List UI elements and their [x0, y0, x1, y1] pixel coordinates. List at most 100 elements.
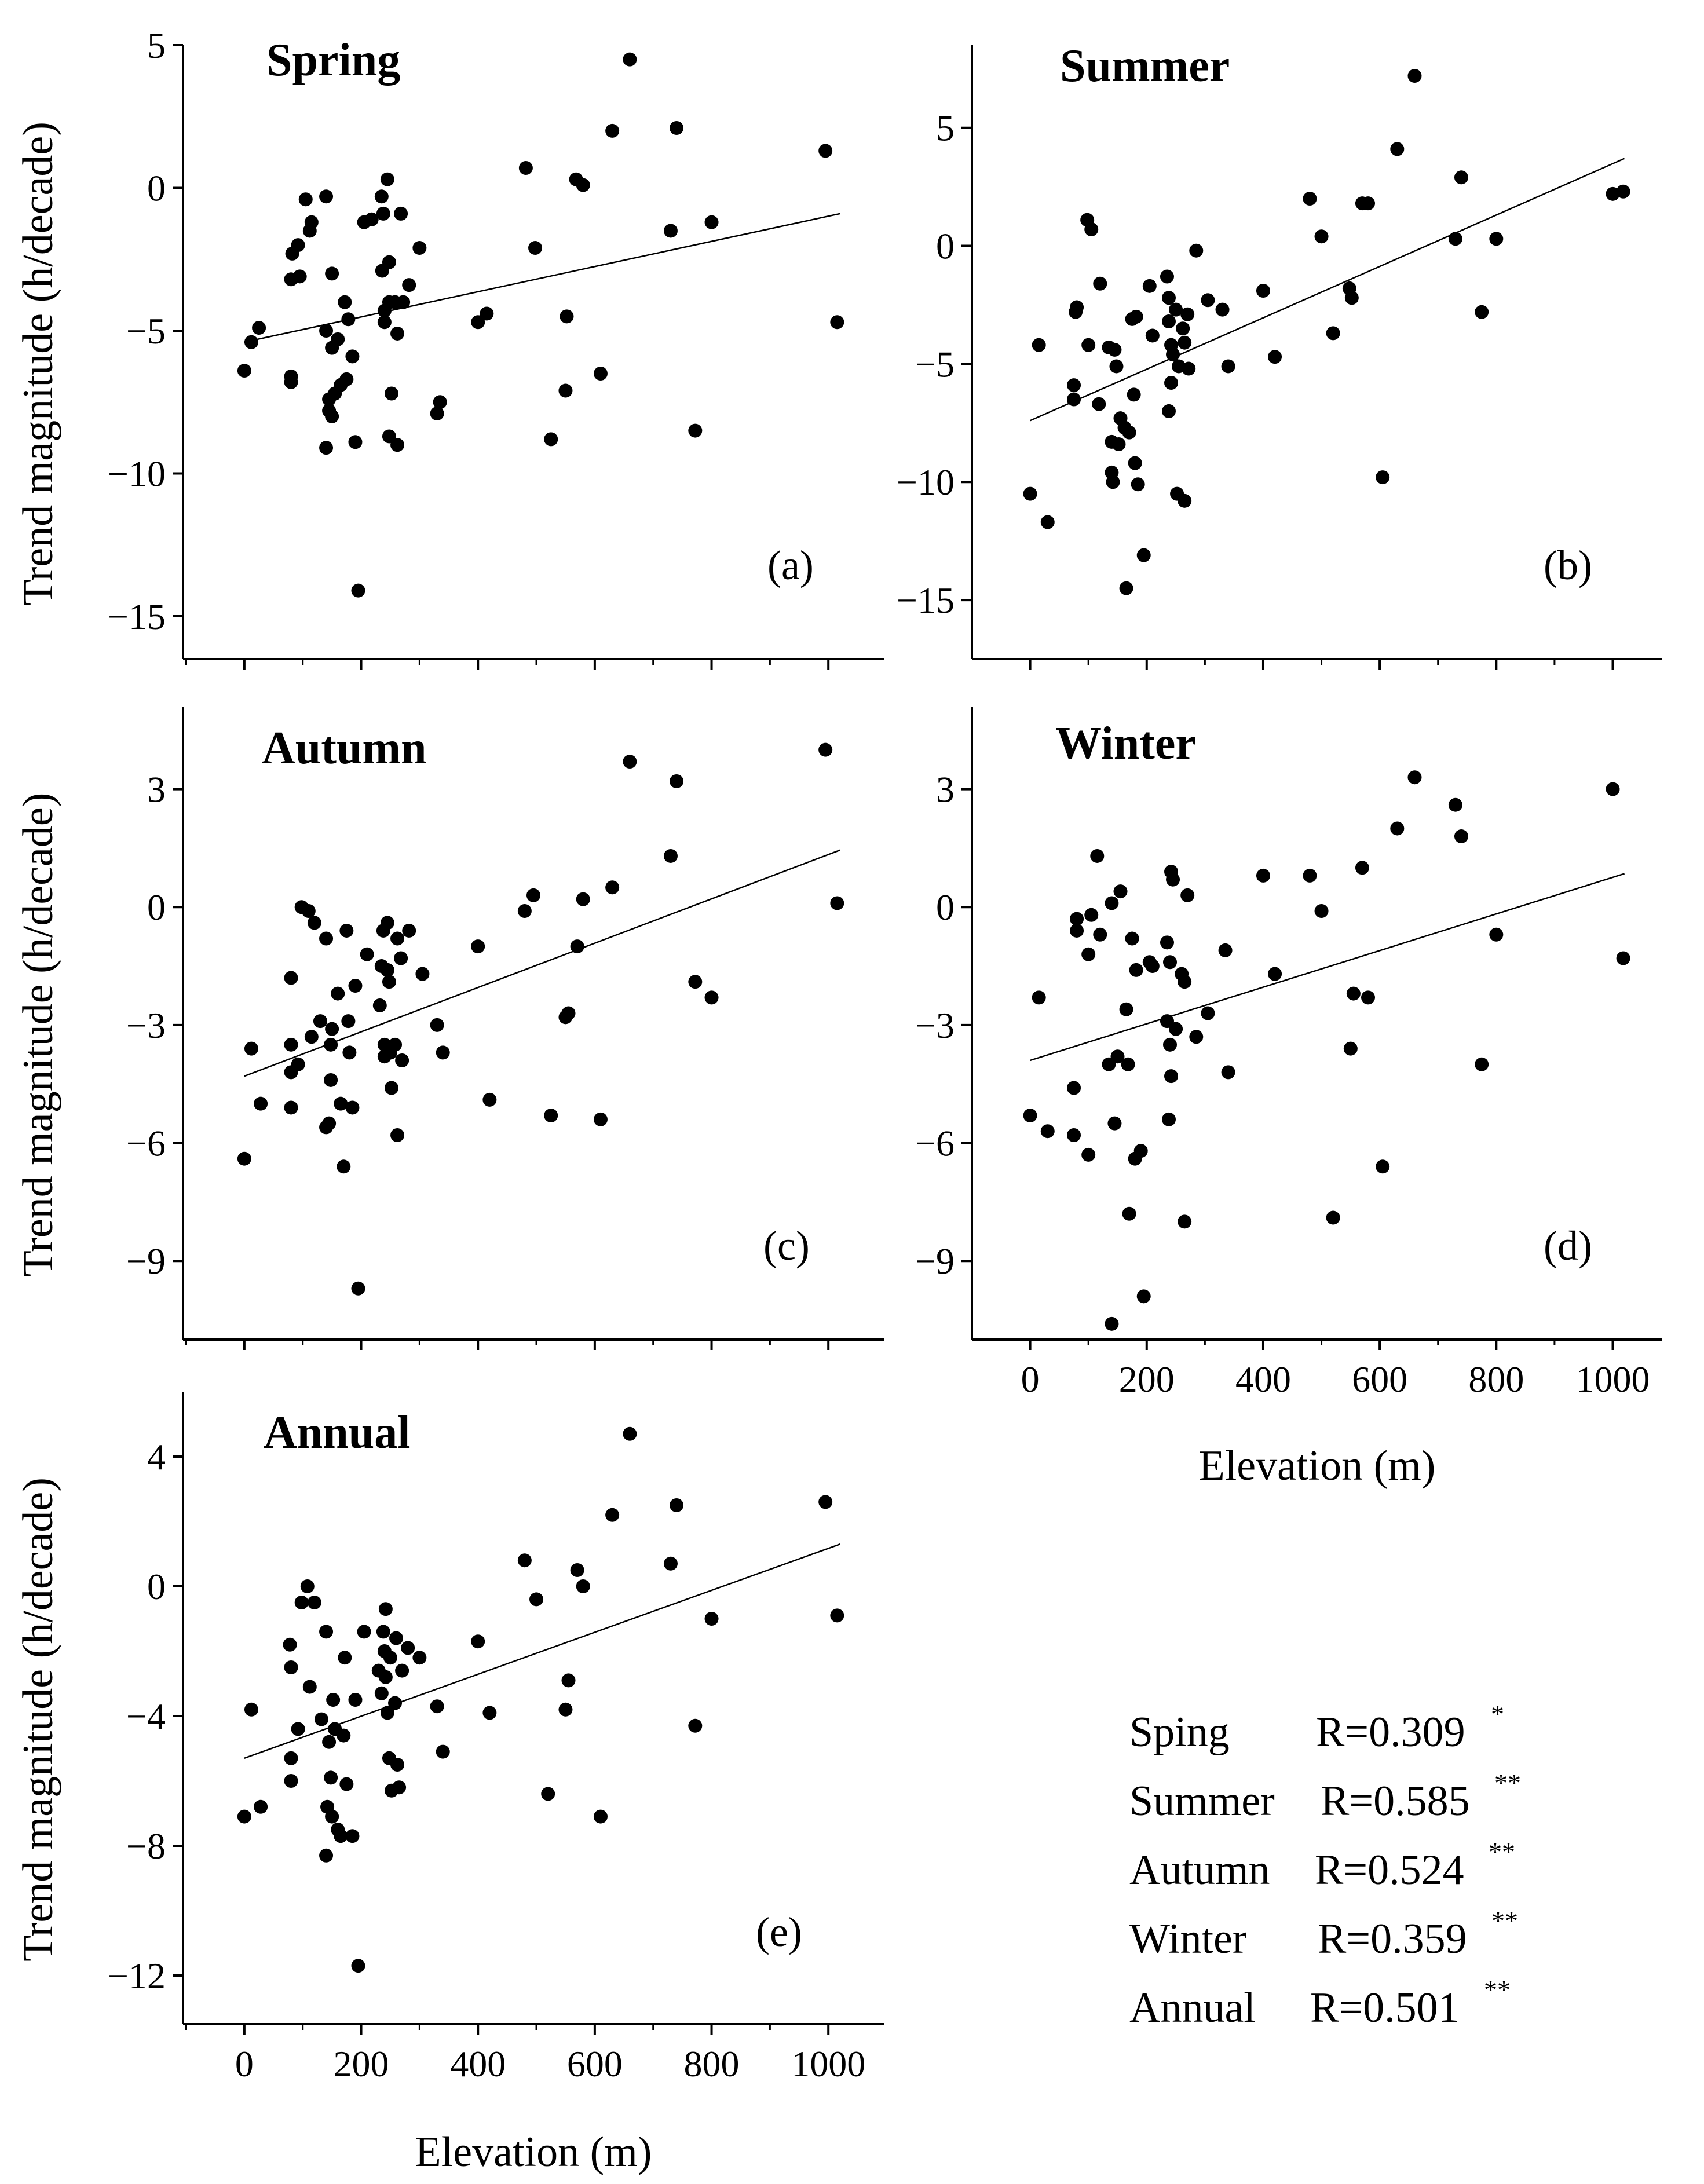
data-point [1070, 300, 1084, 314]
legend-season-annual: Annual [1129, 1984, 1256, 2032]
data-point [237, 1151, 251, 1166]
data-point [1161, 404, 1176, 418]
data-point [1105, 1316, 1119, 1331]
data-point [1343, 1041, 1358, 1056]
data-point [1127, 387, 1141, 402]
data-point [390, 1128, 405, 1142]
data-point [1122, 1206, 1136, 1221]
data-point [1178, 1214, 1192, 1229]
data-point [283, 1637, 297, 1652]
x-tick-label: 200 [1119, 1359, 1175, 1400]
data-point [517, 904, 532, 919]
x-tick-label: 400 [450, 2043, 506, 2084]
data-point [433, 395, 447, 409]
data-point [331, 332, 345, 346]
data-point [1355, 861, 1369, 875]
data-point [529, 1592, 544, 1607]
data-point [688, 1718, 703, 1733]
data-point [319, 189, 334, 204]
data-point [1093, 927, 1107, 942]
x-tick-label: 0 [235, 2043, 254, 2084]
y-tick-label: −15 [897, 580, 955, 621]
panel-title: Spring [266, 35, 400, 86]
data-point [623, 755, 637, 769]
data-point [1314, 904, 1329, 919]
data-point [570, 939, 584, 954]
data-point [1268, 350, 1282, 364]
data-point [402, 923, 416, 938]
data-point [1178, 493, 1192, 508]
y-tick-label: −15 [108, 596, 166, 637]
data-point [623, 1426, 637, 1441]
data-point [377, 315, 392, 330]
data-point [380, 1706, 394, 1720]
data-point [576, 1579, 590, 1593]
data-point [1169, 302, 1183, 317]
panel-title: Autumn [262, 723, 427, 774]
data-point [319, 931, 334, 946]
data-point [1221, 1065, 1235, 1080]
data-point [1023, 1109, 1037, 1123]
data-point [1390, 821, 1405, 836]
data-point [1067, 378, 1081, 393]
data-point [376, 206, 390, 221]
data-point [517, 1553, 532, 1568]
data-point [402, 278, 416, 292]
data-point [374, 1686, 389, 1700]
legend-sig-autumn: ** [1489, 1837, 1515, 1867]
y-tick-label: 0 [147, 168, 166, 209]
data-point [319, 1625, 334, 1639]
data-point [1475, 305, 1489, 319]
data-point [325, 266, 339, 281]
data-point [576, 892, 590, 906]
data-point [1178, 335, 1192, 350]
y-tick-label: 5 [147, 25, 166, 66]
data-point [384, 386, 398, 401]
data-point [313, 1014, 327, 1029]
data-point [319, 1848, 334, 1863]
data-point [326, 1693, 341, 1707]
data-point [284, 1751, 298, 1765]
data-point [1163, 955, 1178, 970]
data-point [345, 1100, 360, 1115]
data-point [663, 848, 678, 863]
data-point [1180, 888, 1195, 902]
data-point [364, 212, 379, 226]
data-point [388, 1696, 403, 1710]
data-point [1166, 347, 1180, 362]
data-point [304, 215, 319, 229]
y-tick-label: −5 [126, 310, 166, 352]
panel-letter: (a) [767, 542, 814, 588]
data-point [1067, 392, 1081, 407]
data-point [342, 1045, 357, 1060]
data-point [1081, 947, 1096, 961]
data-point [322, 1735, 337, 1749]
data-point [818, 1495, 833, 1509]
data-point [380, 916, 394, 930]
data-point [325, 409, 339, 423]
x-axis-title: Elevation (m) [1199, 1442, 1436, 1490]
data-point [412, 1651, 427, 1665]
data-point [471, 315, 485, 330]
data-point [1176, 321, 1190, 336]
panel-letter: (c) [763, 1223, 810, 1269]
data-point [1032, 990, 1046, 1005]
data-point [351, 1959, 365, 1973]
data-point [544, 432, 558, 447]
data-point [1361, 196, 1376, 211]
data-point [284, 1100, 298, 1115]
data-point [1145, 959, 1160, 974]
data-point [818, 144, 833, 158]
y-tick-label: 0 [936, 226, 955, 267]
data-point [1407, 69, 1422, 83]
y-axis-title: Trend magnitude (h/decade) [14, 122, 62, 606]
data-point [314, 1712, 328, 1726]
x-tick-label: 400 [1235, 1359, 1291, 1400]
data-point [351, 1281, 365, 1296]
data-point [663, 1556, 678, 1571]
data-point [1119, 581, 1133, 595]
data-point [284, 971, 298, 985]
data-point [392, 1780, 407, 1795]
data-point [382, 975, 396, 989]
data-point [244, 1702, 258, 1717]
